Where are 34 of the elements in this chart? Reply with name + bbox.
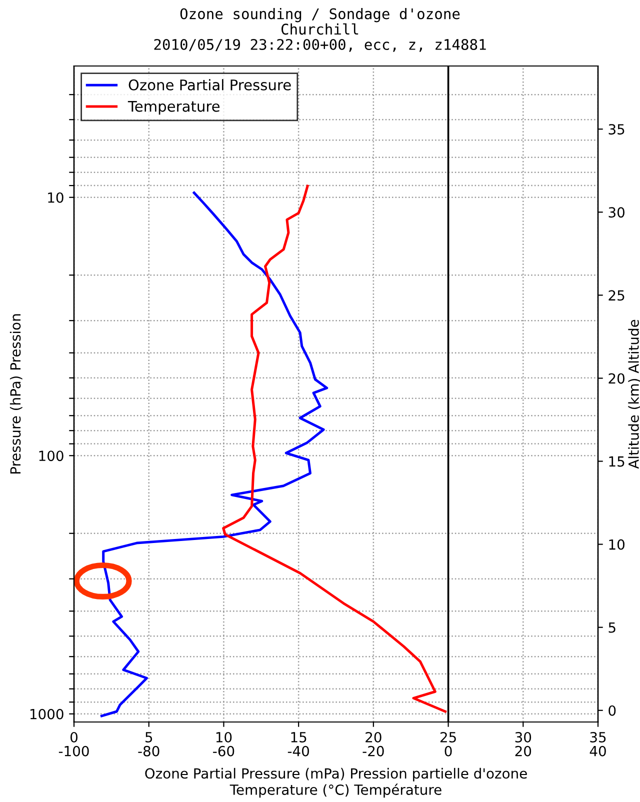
legend-label: Temperature (128, 100, 220, 115)
chart-title: Ozone sounding / Sondage d'ozone Churchill 2010/05/19 23:22:00+00, ecc, z, z14881 (154, 8, 486, 52)
y2-tick-label: 0 (608, 705, 616, 716)
x-tick-label: 20 (366, 732, 382, 742)
y-axis-title: Pressure (hPa) Pression (10, 314, 22, 474)
y2-tick-label: 35 (608, 124, 624, 135)
legend-label: Ozone Partial Pressure (128, 79, 291, 90)
x2-tick-label: -20 (362, 746, 384, 756)
y2-tick-label: 15 (609, 456, 624, 467)
x2-tick-label: -100 (58, 746, 89, 756)
x-tick-label: 0 (70, 732, 78, 742)
y2-tick-label: 20 (608, 373, 624, 384)
y-tick-label: 100 (39, 450, 64, 462)
x2-axis-title: Temperature (°C) Température (230, 784, 442, 798)
y2-tick-label: 30 (608, 207, 624, 218)
y-tick-label: 10 (48, 192, 64, 203)
y-tick-label: 1000 (30, 708, 64, 720)
x-axis-title: Ozone Partial Pressure (mPa) Pression partielle d'ozone (145, 768, 527, 782)
x-tick-label: 15 (291, 732, 306, 742)
line-series (100, 192, 328, 718)
y2-tick-label: 5 (608, 622, 616, 633)
x2-tick-label: 20 (515, 746, 532, 756)
x-tick-label: 30 (515, 732, 532, 742)
x-tick-label: 25 (440, 732, 456, 742)
x2-tick-label: -80 (138, 746, 160, 756)
x-tick-label: 35 (590, 732, 606, 742)
x2-tick-label: -60 (213, 746, 234, 756)
x-tick-label: 10 (216, 732, 232, 742)
x2-tick-label: 0 (444, 746, 452, 756)
x2-tick-label: -40 (288, 746, 309, 756)
x2-tick-label: 40 (590, 746, 606, 756)
y2-tick-label: 10 (609, 539, 624, 550)
y2-tick-label: 25 (608, 290, 624, 301)
x-tick-label: 5 (146, 732, 152, 742)
